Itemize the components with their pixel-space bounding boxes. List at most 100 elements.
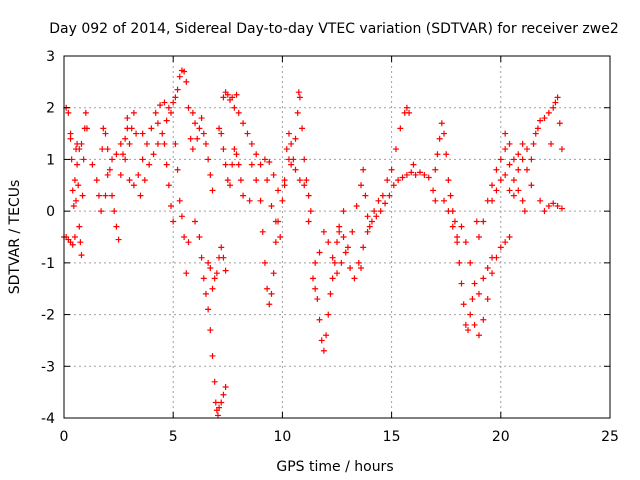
data-point	[253, 151, 260, 158]
data-point	[318, 337, 325, 344]
y-tick-label: -2	[41, 308, 55, 324]
y-tick-label: 1	[46, 152, 55, 168]
data-point	[493, 166, 500, 173]
data-point	[216, 125, 223, 132]
data-point	[207, 327, 214, 334]
data-point	[172, 94, 179, 101]
data-point	[198, 254, 205, 261]
data-point	[329, 254, 336, 261]
data-point	[471, 280, 478, 287]
data-point	[165, 104, 172, 111]
data-point	[541, 208, 548, 215]
data-point	[189, 146, 196, 153]
data-point	[519, 156, 526, 163]
data-point	[157, 102, 164, 109]
data-point	[113, 151, 120, 158]
data-point	[296, 94, 303, 101]
data-point	[202, 140, 209, 147]
chart-title: Day 092 of 2014, Sidereal Day-to-day VTE…	[49, 21, 619, 37]
data-point	[218, 130, 225, 137]
data-point	[126, 140, 133, 147]
data-point	[139, 156, 146, 163]
data-point	[281, 182, 288, 189]
data-point	[244, 130, 251, 137]
x-tick-label: 15	[383, 429, 401, 445]
data-point	[334, 239, 340, 246]
data-point	[67, 135, 74, 142]
data-point	[174, 86, 181, 93]
data-point	[556, 120, 563, 127]
data-point	[224, 177, 231, 184]
data-point	[226, 182, 233, 189]
data-point	[502, 146, 509, 153]
data-point	[205, 306, 212, 313]
data-point	[261, 259, 268, 266]
data-point	[93, 177, 100, 184]
data-point	[360, 244, 367, 251]
data-point	[285, 130, 292, 137]
data-point	[133, 130, 140, 137]
data-point	[432, 166, 439, 173]
data-point	[292, 135, 299, 142]
data-point	[154, 120, 161, 127]
data-point	[375, 197, 382, 204]
data-point	[220, 254, 227, 261]
data-point	[493, 187, 500, 194]
data-point	[434, 151, 441, 158]
data-point	[211, 275, 218, 282]
data-point	[205, 156, 212, 163]
data-point	[135, 171, 142, 178]
data-point	[545, 109, 552, 116]
data-point	[349, 228, 356, 235]
data-point	[338, 259, 345, 266]
data-point	[202, 290, 209, 297]
data-point	[475, 234, 482, 240]
data-point	[519, 197, 526, 204]
data-point	[71, 177, 78, 184]
data-point	[445, 208, 452, 215]
data-point	[388, 166, 395, 173]
data-point	[351, 275, 358, 282]
data-point	[220, 391, 227, 398]
data-point	[497, 177, 504, 184]
data-point	[436, 135, 443, 142]
data-point	[89, 161, 96, 168]
data-point	[212, 399, 219, 406]
data-point	[480, 316, 487, 323]
data-point	[79, 192, 86, 199]
data-point	[432, 197, 439, 204]
data-point	[82, 109, 89, 116]
data-point	[216, 404, 223, 411]
data-point	[368, 218, 375, 225]
data-point	[506, 187, 513, 194]
data-point	[473, 218, 480, 225]
data-point	[458, 280, 465, 287]
data-point	[200, 130, 207, 137]
data-point	[277, 234, 284, 240]
data-point	[233, 91, 240, 98]
y-tick-label: -4	[41, 411, 55, 427]
data-point	[174, 166, 181, 173]
data-point	[67, 130, 74, 137]
data-point	[403, 171, 410, 178]
data-point	[390, 182, 397, 189]
data-point	[170, 99, 177, 106]
data-point	[257, 197, 264, 204]
data-point	[218, 399, 225, 406]
data-point	[266, 159, 273, 166]
data-point	[76, 223, 83, 230]
data-point	[292, 166, 299, 173]
data-point	[270, 171, 277, 178]
data-point	[122, 156, 129, 163]
data-point	[497, 244, 504, 251]
data-point	[510, 192, 517, 199]
data-point	[301, 182, 308, 189]
data-point	[421, 171, 428, 178]
data-point	[506, 140, 513, 147]
data-point	[480, 218, 487, 225]
data-point	[102, 192, 109, 199]
data-point	[314, 296, 321, 303]
data-point	[358, 182, 365, 189]
data-point	[325, 311, 332, 318]
